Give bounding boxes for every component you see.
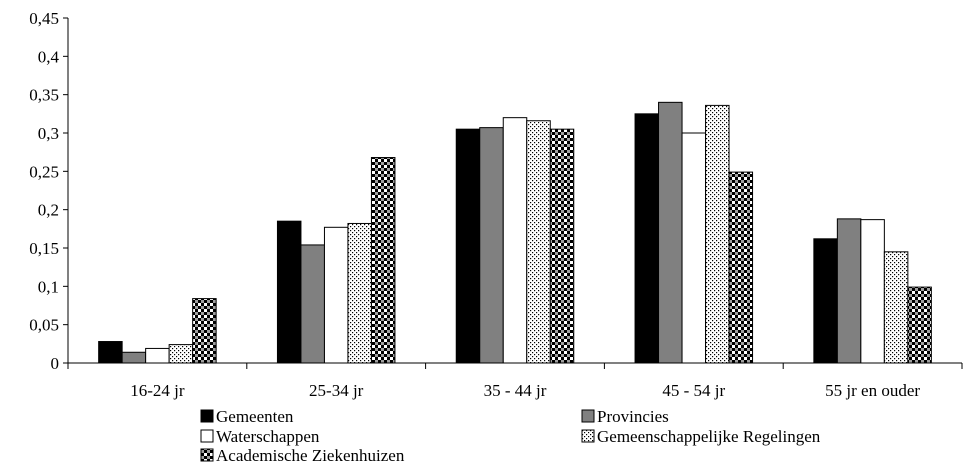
- bar-gemeenten-0: [98, 341, 123, 364]
- y-tick-label: 0,3: [38, 124, 59, 143]
- bar-waterschappen-3: [681, 132, 707, 364]
- x-category-label: 45 - 54 jr: [662, 381, 725, 400]
- x-category-label: 25-34 jr: [309, 381, 364, 400]
- bar-waterschappen-4: [860, 219, 885, 364]
- bar-waterschappen-0: [145, 347, 170, 364]
- x-category-label: 35 - 44 jr: [484, 381, 547, 400]
- legend-swatch-3: [581, 429, 595, 443]
- bar-gemeenschappelijke-regelingen-1: [347, 222, 372, 364]
- y-tick-label: 0,15: [29, 239, 59, 258]
- legend-swatch-1: [581, 409, 595, 423]
- legend-label-4: Academische Ziekenhuizen: [216, 446, 405, 465]
- bar-provincies-3: [658, 101, 683, 364]
- legend-label-3: Gemeenschappelijke Regelingen: [597, 427, 821, 446]
- y-tick-label: 0: [51, 354, 60, 373]
- legend: Gemeenten Provincies Waterschappen Gemeensc…: [200, 407, 821, 465]
- y-tick-label: 0,05: [29, 316, 59, 335]
- y-tick-label: 0,45: [29, 9, 59, 28]
- bar-gemeenschappelijke-regelingen-3: [705, 104, 730, 364]
- legend-swatch-0: [200, 409, 214, 423]
- legend-label-0: Gemeenten: [216, 407, 294, 426]
- bar-gemeenten-2: [455, 128, 481, 364]
- bar-academische-ziekenhuizen-0: [192, 298, 217, 364]
- bar-gemeenten-4: [813, 238, 838, 364]
- bar-gemeenten-3: [634, 113, 660, 364]
- bar-academische-ziekenhuizen-1: [370, 157, 396, 364]
- bar-gemeenschappelijke-regelingen-2: [526, 120, 551, 364]
- bar-provincies-4: [836, 218, 862, 364]
- y-tick-label: 0,4: [38, 47, 60, 66]
- bar-academische-ziekenhuizen-3: [728, 171, 754, 364]
- bar-waterschappen-2: [502, 117, 528, 364]
- bar-gemeenschappelijke-regelingen-0: [168, 344, 194, 364]
- legend-label-1: Provincies: [597, 407, 669, 426]
- bar-provincies-0: [121, 351, 147, 364]
- bar-provincies-1: [300, 244, 325, 364]
- bar-waterschappen-1: [323, 226, 349, 364]
- y-tick-label: 0,2: [38, 201, 59, 220]
- axis-labels: 0 0,05 0,1 0,15 0,2 0,25 0,3 0,35 0,4 0,45 16-24 j…: [29, 9, 920, 400]
- x-category-label: 16-24 jr: [130, 381, 185, 400]
- legend-label-2: Waterschappen: [216, 427, 320, 446]
- bar-academische-ziekenhuizen-4: [907, 286, 932, 364]
- bars: [98, 101, 932, 364]
- bar-provincies-2: [479, 127, 504, 364]
- y-tick-label: 0,1: [38, 277, 59, 296]
- y-tick-label: 0,35: [29, 86, 59, 105]
- bar-academische-ziekenhuizen-2: [549, 128, 575, 364]
- x-category-label: 55 jr en ouder: [825, 381, 920, 400]
- y-tick-label: 0,25: [29, 162, 59, 181]
- bar-gemeenschappelijke-regelingen-4: [883, 251, 909, 364]
- legend-swatch-2: [200, 429, 214, 443]
- legend-swatch-4: [200, 448, 214, 462]
- bar-gemeenten-1: [276, 220, 302, 364]
